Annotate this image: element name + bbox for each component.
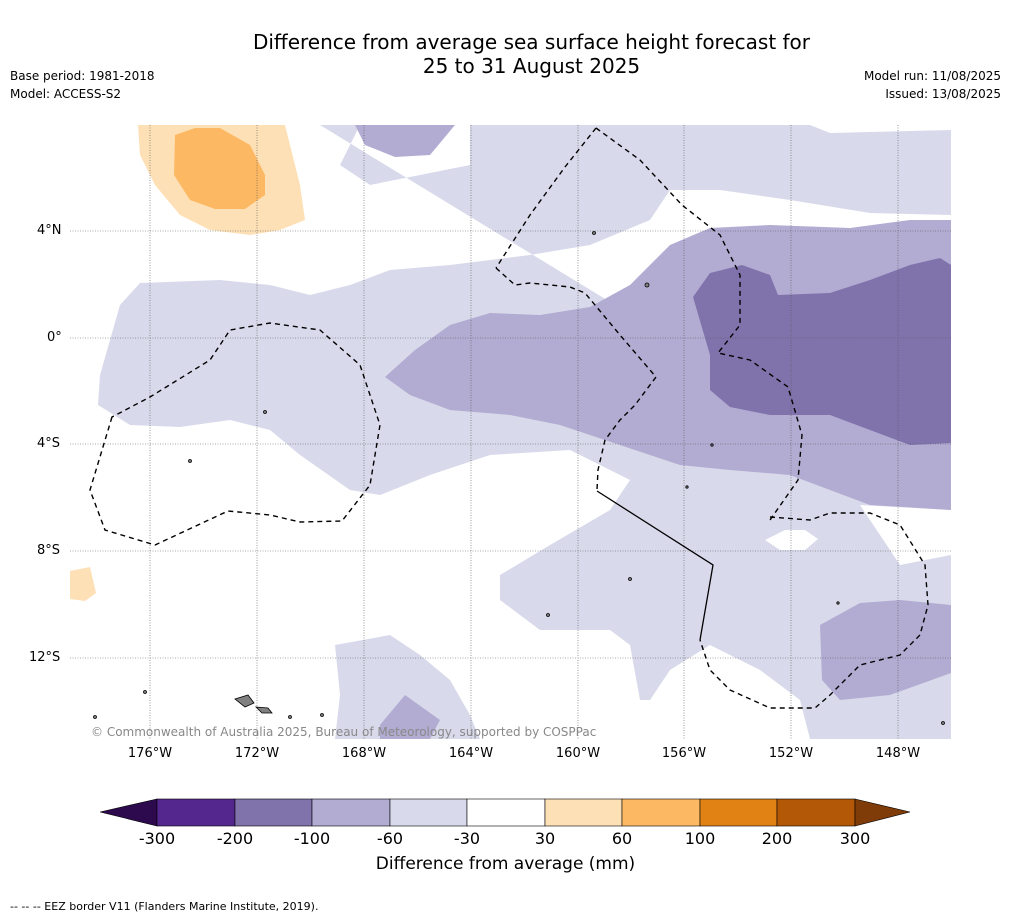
lon-tick-152W: 152°W bbox=[768, 746, 814, 761]
colorbar-bin-minus30-30 bbox=[466, 798, 546, 827]
anomaly-band-minus100-minus60 bbox=[355, 125, 951, 739]
lon-tick-156W: 156°W bbox=[661, 746, 707, 761]
colorbar-extend-low bbox=[100, 798, 158, 827]
colorbar-bin-200-300 bbox=[776, 798, 856, 827]
colorbar-bin-minus300-minus200 bbox=[156, 798, 236, 827]
title-line-1: Difference from average sea surface heig… bbox=[252, 30, 811, 54]
colorbar-label-200: 200 bbox=[761, 829, 793, 848]
colorbar-bin-100-200 bbox=[699, 798, 778, 827]
colorbar-label-60: 60 bbox=[611, 829, 633, 848]
colorbar-label-minus100: -100 bbox=[293, 829, 331, 848]
lat-tick-4N: 4°N bbox=[37, 223, 62, 238]
colorbar-bin-minus60-minus30 bbox=[389, 798, 468, 827]
colorbar-label-30: 30 bbox=[534, 829, 556, 848]
lat-tick-8S: 8°S bbox=[37, 543, 61, 558]
model-run: Model run: 11/08/2025 bbox=[863, 69, 1001, 83]
base-period: Base period: 1981-2018 bbox=[10, 69, 155, 83]
eez-borders bbox=[89, 127, 929, 709]
colorbar-extend-high bbox=[854, 798, 911, 827]
model-name: Model: ACCESS-S2 bbox=[10, 87, 122, 101]
lat-tick-4S: 4°S bbox=[37, 436, 61, 451]
colorbar-bin-minus200-minus100 bbox=[234, 798, 313, 827]
lon-tick-172W: 172°W bbox=[234, 746, 280, 761]
colorbar-label-minus200: -200 bbox=[216, 829, 254, 848]
lon-tick-148W: 148°W bbox=[875, 746, 921, 761]
solid-boundary bbox=[596, 490, 714, 641]
colorbar-bin-60-100 bbox=[621, 798, 701, 827]
lon-tick-168W: 168°W bbox=[341, 746, 387, 761]
colorbar bbox=[100, 798, 911, 827]
footnote: -- -- -- EEZ border V11 (Flanders Marine… bbox=[10, 900, 319, 913]
map-panel bbox=[70, 125, 951, 739]
lon-tick-164W: 164°W bbox=[448, 746, 494, 761]
anomaly-band-30-60-west bbox=[70, 567, 96, 601]
meta-left: Base period: 1981-2018 Model: ACCESS-S2 bbox=[10, 67, 155, 103]
colorbar-bin-30-60 bbox=[544, 798, 623, 827]
map-svg bbox=[70, 125, 951, 739]
colorbar-label-100: 100 bbox=[684, 829, 716, 848]
lat-tick-0: 0° bbox=[47, 330, 62, 345]
issued-date: Issued: 13/08/2025 bbox=[885, 87, 1001, 101]
meta-right: Model run: 11/08/2025 Issued: 13/08/2025 bbox=[864, 67, 1001, 103]
lon-tick-160W: 160°W bbox=[555, 746, 601, 761]
chart-title: Difference from average sea surface heig… bbox=[0, 30, 1011, 78]
colorbar-label-300: 300 bbox=[839, 829, 871, 848]
lat-tick-12S: 12°S bbox=[29, 650, 61, 665]
graticule bbox=[70, 125, 951, 739]
title-line-2: 25 to 31 August 2025 bbox=[422, 54, 641, 78]
colorbar-label-minus300: -300 bbox=[138, 829, 176, 848]
colorbar-bin-minus100-minus60 bbox=[311, 798, 391, 827]
white-gap bbox=[765, 530, 818, 550]
colorbar-label-minus30: -30 bbox=[453, 829, 481, 848]
lon-tick-176W: 176°W bbox=[127, 746, 173, 761]
anomaly-band-minus60-minus30 bbox=[98, 125, 951, 739]
islands bbox=[93, 231, 945, 725]
anomaly-band-60-100 bbox=[174, 128, 265, 209]
colorbar-label-minus60: -60 bbox=[376, 829, 404, 848]
colorbar-title: Difference from average (mm) bbox=[375, 854, 636, 874]
anomaly-band-minus200-minus100 bbox=[693, 258, 951, 445]
copyright-notice: © Commonwealth of Australia 2025, Bureau… bbox=[91, 725, 597, 739]
